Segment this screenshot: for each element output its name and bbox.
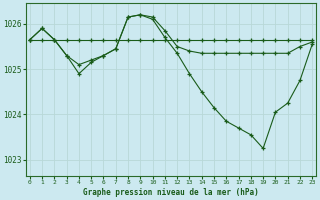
- X-axis label: Graphe pression niveau de la mer (hPa): Graphe pression niveau de la mer (hPa): [83, 188, 259, 197]
